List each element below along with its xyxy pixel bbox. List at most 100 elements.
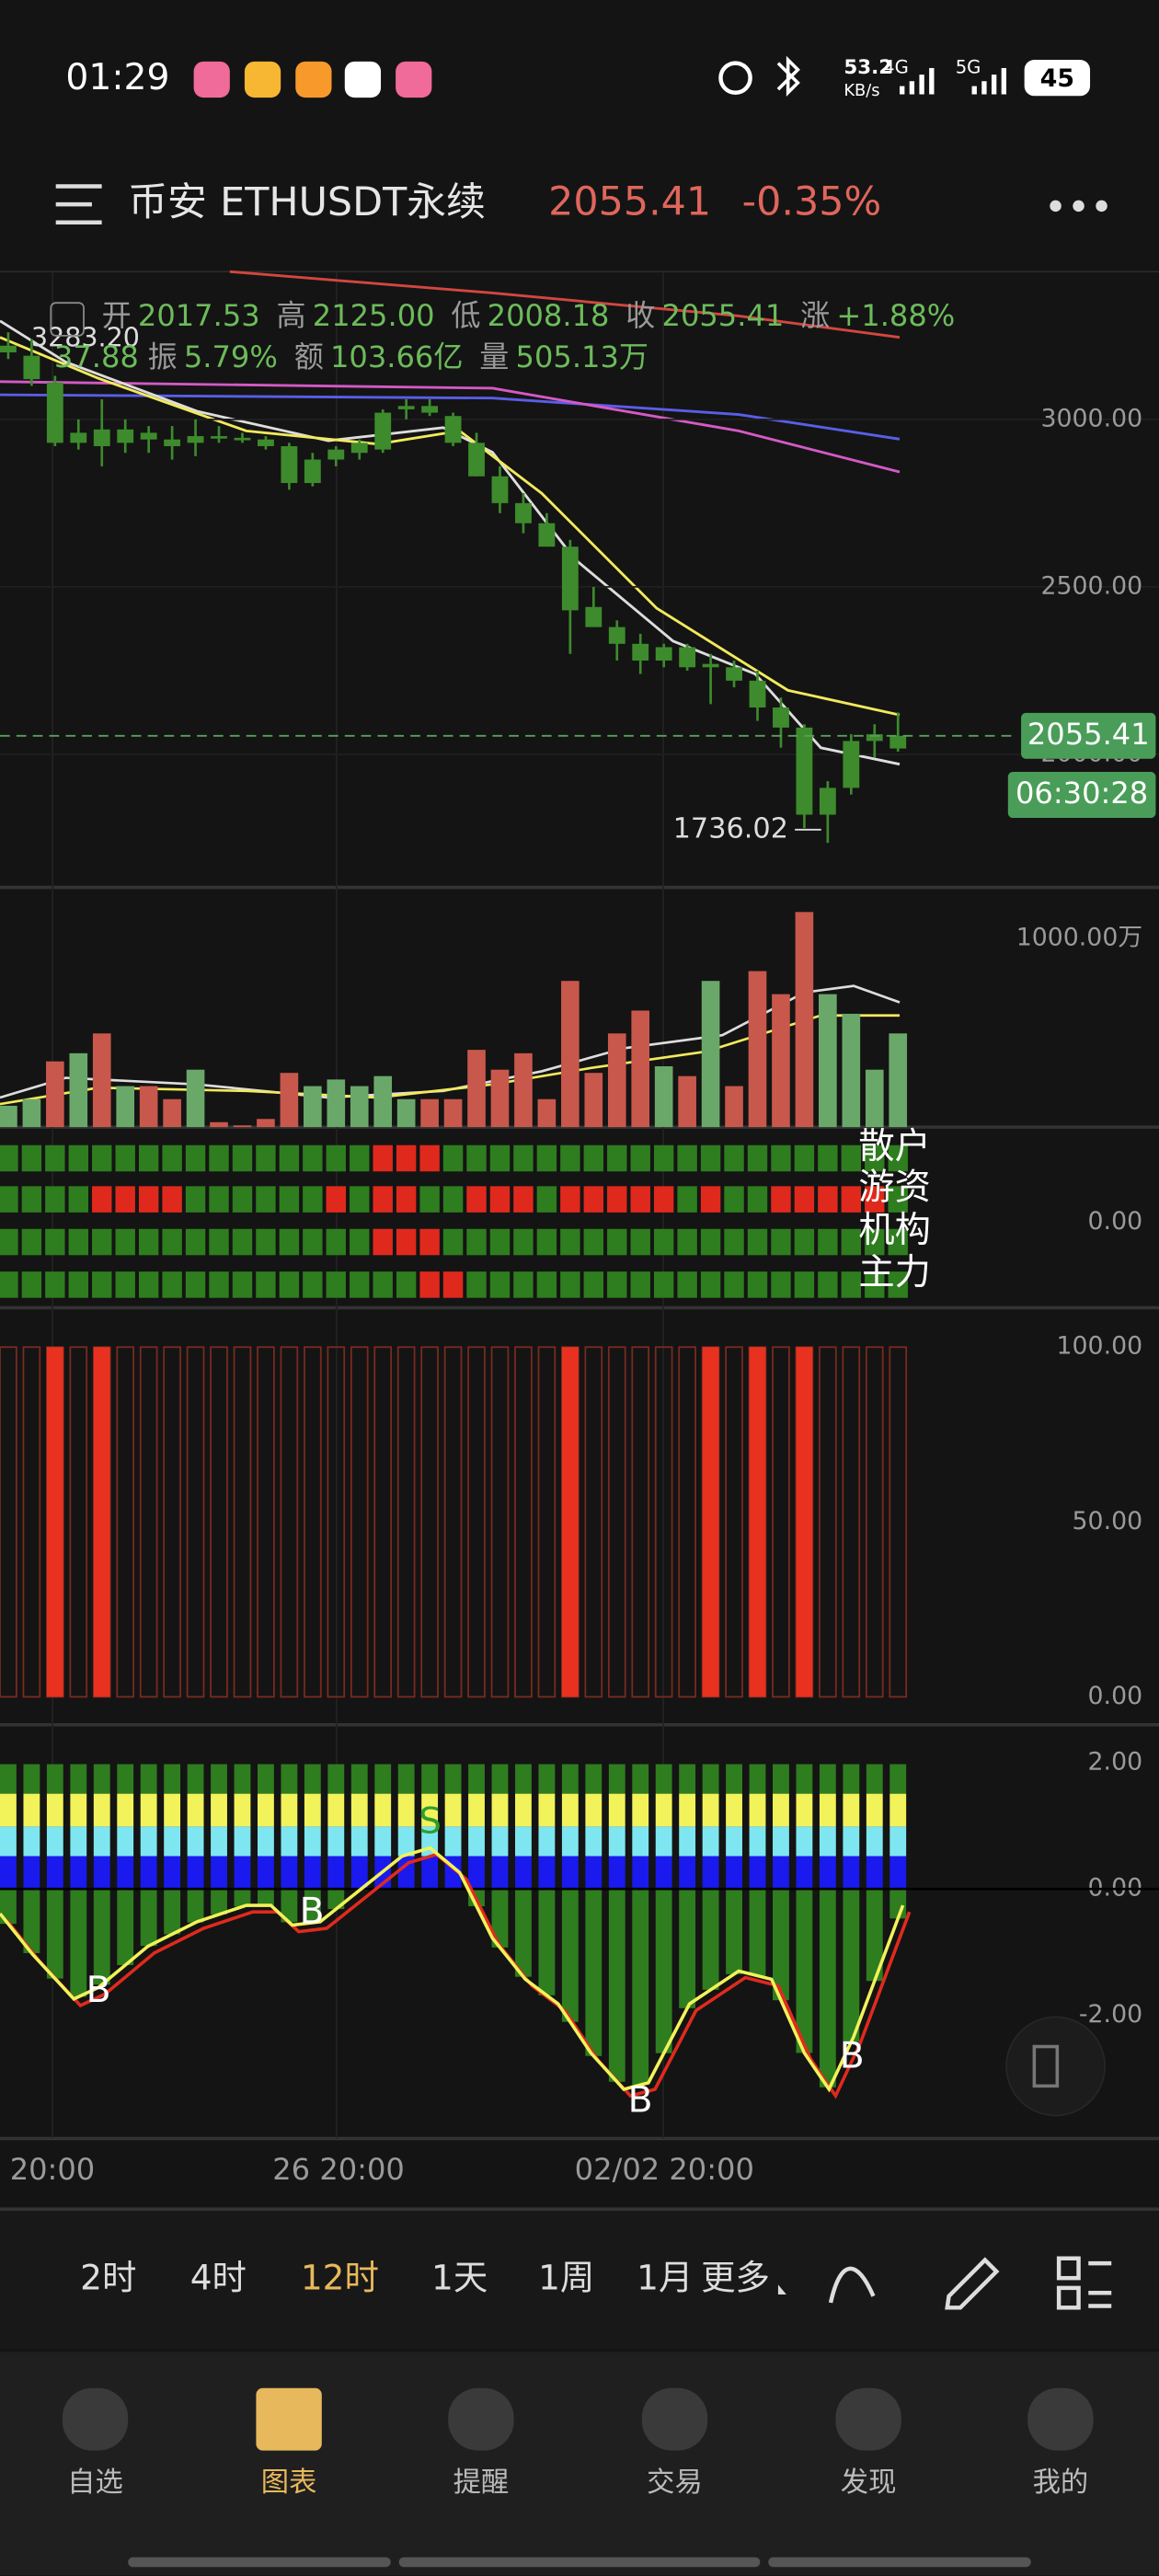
nav-label[interactable]: 自选 <box>67 2467 123 2499</box>
timeframe-tab[interactable]: 1天 <box>431 2257 488 2297</box>
osc-band <box>211 1793 227 1827</box>
volume-bar <box>607 1033 626 1128</box>
fund-cell <box>888 1186 908 1213</box>
nav-label[interactable]: 交易 <box>647 2467 703 2499</box>
osc-band <box>866 1856 883 1890</box>
symbol-title[interactable]: 币安 ETHUSDT永续 <box>128 179 486 225</box>
fund-cell <box>724 1271 744 1298</box>
osc-band <box>608 1826 625 1857</box>
fund-cell <box>303 1228 323 1256</box>
osc-band <box>421 1793 439 1827</box>
timeframe-tab[interactable]: 4时 <box>190 2257 247 2297</box>
timeframe-tab[interactable]: 1月 <box>637 2257 693 2297</box>
osc-bar <box>679 1889 696 2008</box>
osc-band <box>23 1856 40 1890</box>
fund-cell <box>700 1144 721 1172</box>
info-label: 涨 <box>800 298 830 333</box>
osc-bar <box>749 1889 766 1976</box>
volume-bar <box>116 1086 135 1128</box>
osc-band <box>679 1793 696 1827</box>
fund-cell <box>560 1228 580 1256</box>
osc-bar <box>117 1889 134 1966</box>
osc-band <box>468 1826 485 1857</box>
info-row-2-lead: 37.88 <box>54 339 139 374</box>
signal-frame <box>116 1346 135 1698</box>
nav-label[interactable]: 提醒 <box>453 2467 510 2499</box>
timeframe-tab[interactable]: 2时 <box>80 2257 136 2297</box>
app-icons <box>193 61 432 98</box>
fund-cell <box>256 1144 276 1172</box>
fund-cell <box>677 1271 697 1298</box>
osc-band <box>140 1793 157 1827</box>
volume-bar <box>22 1098 41 1128</box>
timeframe-tab[interactable]: 更多 <box>701 2257 770 2297</box>
osc-tick-label: 2.00 <box>1088 1747 1143 1776</box>
signal-frame <box>257 1346 275 1698</box>
info-value: 2017.53 <box>138 298 260 333</box>
fund-cell <box>396 1144 417 1172</box>
fund-cell <box>419 1271 440 1298</box>
candle-body <box>304 459 321 484</box>
candle-body <box>46 382 63 443</box>
fund-cell <box>888 1144 908 1172</box>
osc-band <box>234 1764 251 1794</box>
fund-cell <box>115 1228 135 1256</box>
osc-band <box>93 1856 110 1890</box>
fund-cell <box>771 1186 791 1213</box>
osc-band <box>585 1764 602 1794</box>
network-2: 5G <box>956 56 981 77</box>
indicator-tool[interactable] <box>828 2266 876 2304</box>
fund-cell <box>350 1228 370 1256</box>
timeframe-tab[interactable]: 12时 <box>301 2257 379 2297</box>
fund-cell <box>560 1271 580 1298</box>
osc-bar <box>211 1889 227 1915</box>
volume-bar <box>163 1098 181 1128</box>
candle-body <box>843 741 860 788</box>
fund-cell <box>653 1186 674 1213</box>
candle-body <box>350 443 368 454</box>
nav-label[interactable]: 图表 <box>261 2467 317 2499</box>
fund-cell <box>607 1186 627 1213</box>
add-indicator[interactable] <box>50 302 85 337</box>
more-button[interactable] <box>1050 200 1107 213</box>
candle-body <box>444 416 462 443</box>
fund-cell <box>92 1186 112 1213</box>
nav-label[interactable]: 我的 <box>1033 2467 1089 2499</box>
signal-frame <box>865 1346 884 1698</box>
draw-tool[interactable] <box>945 2257 1000 2310</box>
osc-band <box>444 1793 462 1827</box>
candle-body <box>773 707 789 728</box>
fund-label: 机构 <box>858 1210 931 1251</box>
fund-cell <box>185 1144 206 1172</box>
candle-body <box>117 429 134 443</box>
fund-cell <box>162 1186 182 1213</box>
osc-band <box>93 1826 110 1857</box>
nav-label[interactable]: 发现 <box>841 2467 897 2499</box>
fund-cell <box>68 1228 88 1256</box>
fund-cell <box>536 1144 557 1172</box>
volume-bar <box>327 1079 346 1128</box>
layout-tool[interactable] <box>1056 2256 1081 2281</box>
osc-band <box>843 1764 860 1794</box>
fund-cell <box>68 1271 88 1298</box>
osc-bar <box>70 1889 87 1997</box>
volume-bar <box>561 981 580 1128</box>
signal-frame <box>584 1346 603 1698</box>
osc-bar <box>843 1889 860 2042</box>
volume-bar <box>654 1066 673 1128</box>
fund-cell <box>771 1228 791 1256</box>
osc-bar <box>515 1889 532 1977</box>
timeframe-tab[interactable]: 1周 <box>538 2257 594 2297</box>
osc-band <box>117 1764 134 1794</box>
network-1: 4G <box>883 56 909 77</box>
osc-signal-label: S <box>419 1800 442 1842</box>
candle-body <box>421 406 439 413</box>
fund-cell <box>0 1271 18 1298</box>
volume-bar <box>210 1121 228 1128</box>
osc-band <box>726 1856 742 1890</box>
signal-frame <box>396 1346 416 1698</box>
menu-button[interactable] <box>55 184 102 224</box>
osc-band <box>164 1793 181 1827</box>
fund-cell <box>607 1228 627 1256</box>
fund-cell <box>818 1144 838 1172</box>
